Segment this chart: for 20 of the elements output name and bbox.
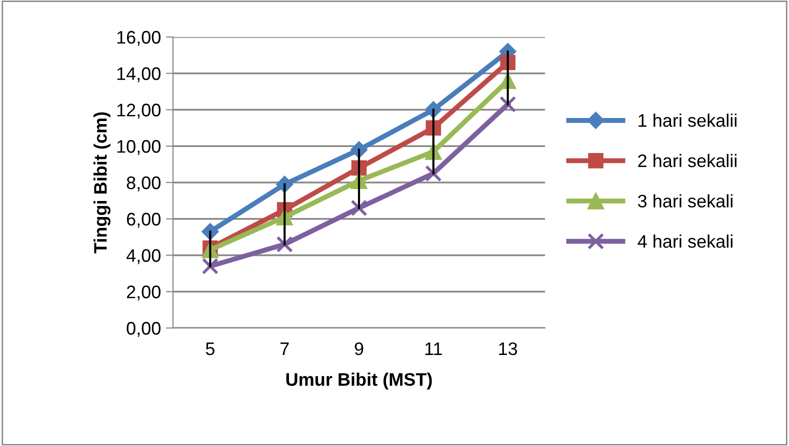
legend-label: 2 hari sekalii (638, 154, 736, 168)
legend-label: 1 hari sekalii (638, 114, 736, 127)
legend-label: 3 hari sekali (638, 194, 732, 208)
x-tick-label: 9 (354, 342, 364, 356)
y-tick-label: 0,00 (126, 322, 160, 337)
x-axis-title: Umur Bibit (MST) (286, 372, 432, 390)
y-tick-label: 16,00 (117, 30, 160, 46)
x-tick-label: 11 (425, 342, 442, 355)
y-axis-title: Tinggi Bibit (cm) (94, 112, 110, 254)
y-tick-label: 6,00 (126, 212, 160, 228)
y-tick-label: 8,00 (126, 176, 160, 192)
x-tick-label: 13 (499, 342, 518, 356)
legend-label: 4 hari sekali (638, 234, 732, 248)
y-tick-label: 4,00 (126, 249, 160, 264)
y-tick-label: 10,00 (117, 140, 160, 155)
x-tick-label: 5 (206, 342, 214, 356)
y-tick-label: 2,00 (126, 286, 160, 300)
y-tick-label: 14,00 (117, 67, 160, 82)
y-tick-label: 12,00 (117, 104, 160, 119)
x-tick-label: 7 (280, 342, 289, 355)
